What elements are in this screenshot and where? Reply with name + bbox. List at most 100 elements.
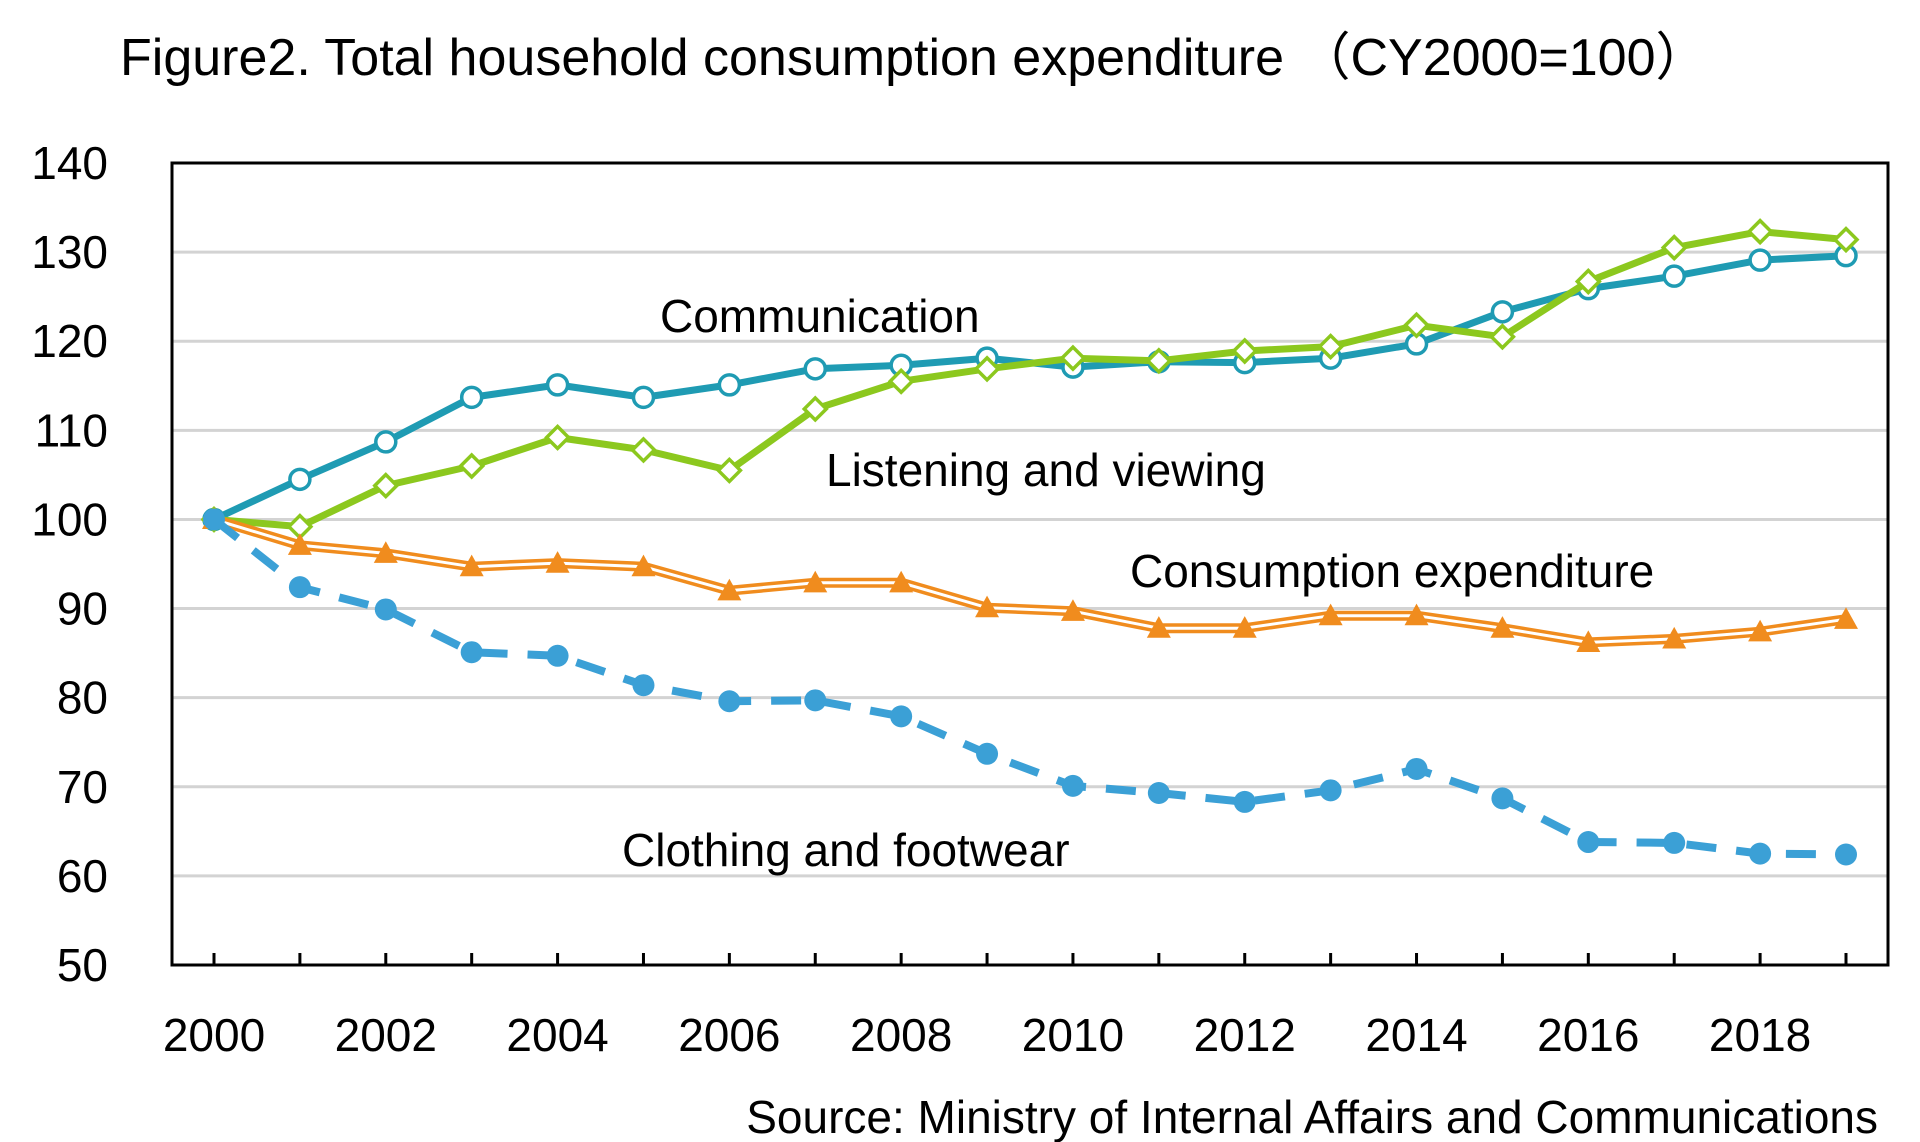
- axes: 140 130 120 110 100 90 80 70 60 50 2000 2002 2004 200…: [31, 137, 1848, 1061]
- data-point: [544, 423, 572, 451]
- data-point: [975, 595, 1000, 618]
- y-tick-label: 130: [31, 226, 108, 278]
- data-point: [887, 367, 915, 395]
- series-consumption-expenditure: [202, 507, 1858, 653]
- data-point: [717, 373, 742, 397]
- data-point: [1317, 333, 1345, 361]
- data-point: [976, 742, 999, 765]
- y-tick-label: 100: [31, 493, 108, 545]
- data-point: [1748, 248, 1772, 272]
- data-point: [1746, 218, 1774, 246]
- data-point: [804, 689, 827, 712]
- data-point: [801, 395, 829, 423]
- x-tick-label: 2018: [1709, 1009, 1811, 1061]
- series-line-inner: [213, 517, 1847, 644]
- y-tick-label: 50: [57, 939, 108, 991]
- series-line: [213, 228, 1847, 531]
- data-point: [1662, 264, 1686, 288]
- data-point: [1059, 344, 1087, 372]
- data-point: [1660, 234, 1688, 262]
- data-point: [1748, 619, 1773, 642]
- data-point: [1231, 337, 1259, 365]
- data-point: [1061, 774, 1084, 797]
- data-point: [1147, 782, 1170, 805]
- data-point: [1145, 347, 1173, 375]
- data-point: [1834, 607, 1858, 629]
- data-point: [374, 598, 397, 621]
- data-point: [1405, 757, 1428, 780]
- data-point: [458, 452, 486, 480]
- data-point: [973, 355, 1001, 383]
- data-point: [374, 430, 398, 454]
- data-point: [1488, 323, 1516, 351]
- y-tick-label: 60: [57, 850, 108, 902]
- data-point: [1663, 831, 1686, 854]
- source-note: Source: Ministry of Internal Affairs and…: [746, 1091, 1878, 1142]
- data-point: [1574, 268, 1602, 295]
- x-tick-label: 2014: [1365, 1009, 1467, 1061]
- data-point: [1060, 599, 1085, 621]
- data-point: [632, 674, 655, 697]
- data-point: [545, 373, 570, 397]
- data-point: [890, 705, 913, 728]
- series-labels: Communication Listening and viewing Consum…: [622, 290, 1654, 876]
- x-tick-label: 2008: [850, 1009, 952, 1061]
- data-point: [631, 554, 656, 577]
- data-point: [715, 456, 743, 484]
- data-point: [1490, 300, 1515, 324]
- data-point: [1491, 787, 1514, 810]
- y-tick-label: 80: [57, 672, 108, 724]
- series-line: [211, 516, 1847, 859]
- series-label: Consumption expenditure: [1130, 545, 1654, 597]
- data-point: [545, 551, 570, 573]
- data-point: [1490, 616, 1515, 638]
- data-point: [1832, 226, 1860, 254]
- plot-area-frame: [170, 161, 1890, 967]
- y-tick-label: 90: [57, 583, 108, 635]
- data-point: [631, 385, 656, 410]
- data-point: [803, 357, 828, 381]
- x-tick-label: 2012: [1194, 1009, 1296, 1061]
- y-tick-label: 140: [31, 137, 108, 189]
- series-label: Listening and viewing: [826, 444, 1266, 496]
- data-point: [889, 570, 914, 593]
- data-point: [546, 644, 569, 667]
- series-listening-and-viewing: [200, 218, 1860, 541]
- data-point: [803, 570, 828, 593]
- x-tick-label: 2004: [506, 1009, 608, 1061]
- data-point: [372, 472, 400, 500]
- data-point: [288, 576, 311, 599]
- x-tick-label: 2010: [1022, 1009, 1124, 1061]
- data-point: [203, 508, 225, 531]
- y-tick-label: 110: [35, 404, 108, 456]
- data-point: [373, 541, 398, 563]
- data-point: [1577, 831, 1600, 854]
- data-point: [1404, 603, 1429, 626]
- data-point: [1146, 616, 1171, 638]
- chart-title: Figure2. Total household consumption exp…: [120, 29, 1708, 87]
- data-point: [1232, 616, 1257, 638]
- data-point: [1319, 779, 1342, 802]
- data-point: [1749, 842, 1772, 865]
- y-tick-label: 70: [57, 761, 108, 813]
- data-point: [1403, 311, 1431, 339]
- x-tick-label: 2000: [163, 1009, 265, 1061]
- data-point: [1233, 790, 1256, 813]
- data-point: [717, 578, 742, 601]
- x-tick-label: 2002: [335, 1009, 437, 1061]
- data-point: [287, 533, 312, 555]
- data-point: [459, 385, 484, 410]
- series-label: Clothing and footwear: [622, 824, 1070, 876]
- y-tick-label: 120: [31, 315, 108, 367]
- x-tick-label: 2006: [678, 1009, 780, 1061]
- data-point: [1576, 630, 1601, 653]
- data-point: [629, 436, 657, 464]
- x-tick-label: 2016: [1537, 1009, 1639, 1061]
- data-point: [718, 690, 741, 713]
- data-point: [288, 467, 312, 492]
- data-point: [459, 554, 484, 577]
- data-point: [1318, 603, 1343, 626]
- data-point: [1662, 626, 1687, 649]
- series-layer: [200, 218, 1860, 866]
